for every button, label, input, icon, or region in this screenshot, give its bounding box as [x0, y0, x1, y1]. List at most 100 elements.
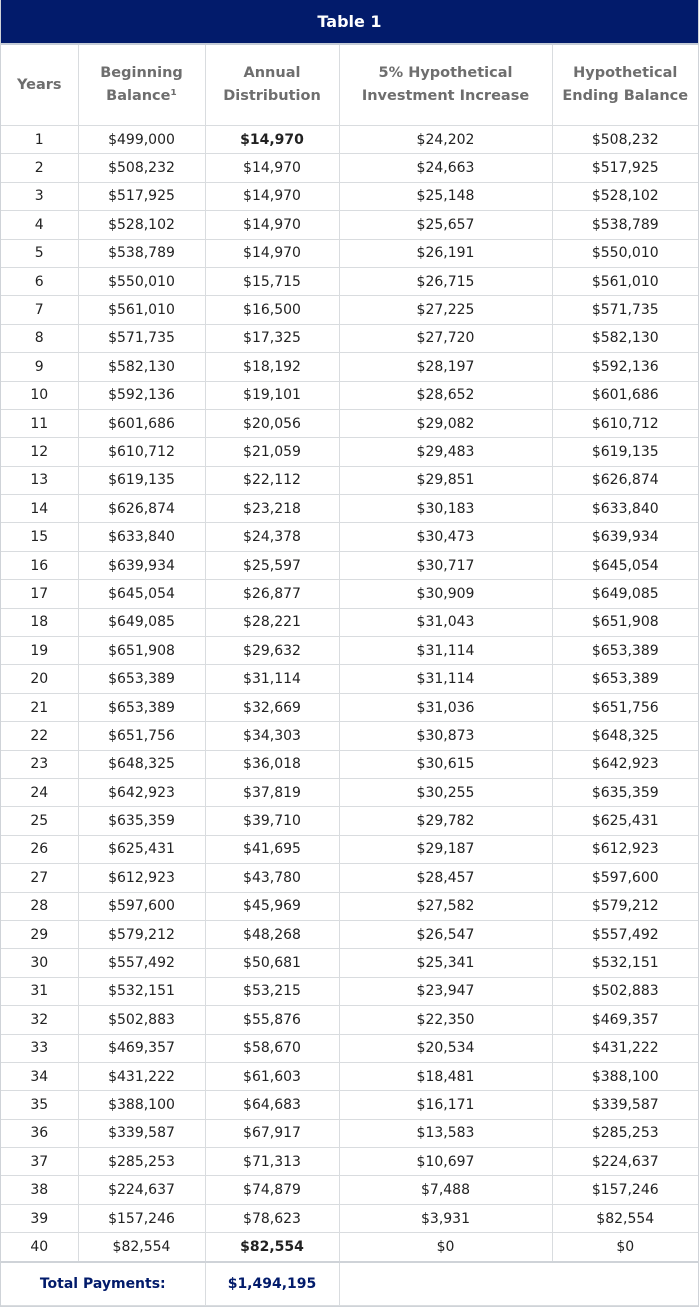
- table-row: 8 $571,735 $17,325 $27,720 $582,130: [1, 323, 698, 354]
- cell-beginning-balance: $561,010: [77, 295, 206, 325]
- cell-investment-increase: $30,255: [338, 777, 553, 808]
- cell-year: 16: [1, 550, 79, 581]
- cell-annual-distribution: $23,218: [204, 494, 340, 524]
- table-row: 31 $532,151 $53,215 $23,947 $502,883: [1, 976, 698, 1007]
- cell-beginning-balance: $157,246: [77, 1203, 206, 1234]
- cell-ending-balance: $528,102: [551, 181, 698, 212]
- cell-annual-distribution: $14,970: [204, 153, 340, 183]
- table-row: 34 $431,222 $61,603 $18,481 $388,100: [1, 1061, 698, 1092]
- cell-year: 33: [1, 1033, 79, 1063]
- cell-beginning-balance: $633,840: [77, 522, 206, 552]
- cell-annual-distribution: $34,303: [204, 721, 340, 751]
- cell-ending-balance: $431,222: [551, 1033, 698, 1063]
- cell-investment-increase: $3,931: [338, 1203, 553, 1234]
- cell-ending-balance: $517,925: [551, 153, 698, 183]
- table-row: 11 $601,686 $20,056 $29,082 $610,712: [1, 408, 698, 439]
- table-row: 28 $597,600 $45,969 $27,582 $579,212: [1, 891, 698, 921]
- cell-annual-distribution: $58,670: [204, 1033, 340, 1063]
- table-row: 26 $625,431 $41,695 $29,187 $612,923: [1, 834, 698, 865]
- cell-investment-increase: $27,582: [338, 891, 553, 921]
- cell-investment-increase: $26,547: [338, 919, 553, 950]
- cell-year: 15: [1, 522, 79, 552]
- cell-year: 2: [1, 153, 79, 183]
- cell-beginning-balance: $502,883: [77, 1005, 206, 1035]
- cell-beginning-balance: $517,925: [77, 181, 206, 212]
- cell-annual-distribution: $43,780: [204, 863, 340, 893]
- cell-investment-increase: $13,583: [338, 1118, 553, 1149]
- table-row: 13 $619,135 $22,112 $29,851 $626,874: [1, 465, 698, 496]
- cell-year: 22: [1, 721, 79, 751]
- cell-investment-increase: $25,148: [338, 181, 553, 212]
- cell-ending-balance: $648,325: [551, 721, 698, 751]
- cell-beginning-balance: $612,923: [77, 863, 206, 893]
- cell-ending-balance: $285,253: [551, 1118, 698, 1149]
- cell-investment-increase: $29,851: [338, 465, 553, 496]
- table-row: 32 $502,883 $55,876 $22,350 $469,357: [1, 1005, 698, 1035]
- cell-beginning-balance: $508,232: [77, 153, 206, 183]
- cell-beginning-balance: $388,100: [77, 1090, 206, 1120]
- cell-year: 24: [1, 777, 79, 808]
- cell-annual-distribution: $78,623: [204, 1203, 340, 1234]
- cell-annual-distribution: $16,500: [204, 295, 340, 325]
- cell-beginning-balance: $653,389: [77, 692, 206, 723]
- cell-beginning-balance: $82,554: [77, 1232, 206, 1263]
- cell-ending-balance: $538,789: [551, 210, 698, 240]
- table-row: 7 $561,010 $16,500 $27,225 $571,735: [1, 295, 698, 325]
- cell-ending-balance: $642,923: [551, 749, 698, 779]
- cell-investment-increase: $26,715: [338, 266, 553, 297]
- cell-ending-balance: $532,151: [551, 948, 698, 978]
- cell-ending-balance: $502,883: [551, 976, 698, 1007]
- cell-year: 38: [1, 1175, 79, 1205]
- cell-ending-balance: $610,712: [551, 408, 698, 439]
- cell-beginning-balance: $625,431: [77, 834, 206, 865]
- table-row: 21 $653,389 $32,669 $31,036 $651,756: [1, 692, 698, 723]
- cell-annual-distribution: $37,819: [204, 777, 340, 808]
- cell-ending-balance: $612,923: [551, 834, 698, 865]
- cell-beginning-balance: $224,637: [77, 1175, 206, 1205]
- cell-year: 32: [1, 1005, 79, 1035]
- cell-year: 23: [1, 749, 79, 779]
- cell-investment-increase: $30,473: [338, 522, 553, 552]
- cell-year: 5: [1, 238, 79, 268]
- table-row: 24 $642,923 $37,819 $30,255 $635,359: [1, 777, 698, 808]
- table-row: 10 $592,136 $19,101 $28,652 $601,686: [1, 380, 698, 410]
- total-row: Total Payments: $1,494,195: [1, 1260, 698, 1306]
- cell-beginning-balance: $601,686: [77, 408, 206, 439]
- cell-ending-balance: $653,389: [551, 664, 698, 694]
- cell-investment-increase: $28,457: [338, 863, 553, 893]
- cell-investment-increase: $30,909: [338, 579, 553, 609]
- cell-investment-increase: $16,171: [338, 1090, 553, 1120]
- cell-ending-balance: $508,232: [551, 124, 698, 155]
- cell-investment-increase: $31,043: [338, 607, 553, 638]
- cell-ending-balance: $597,600: [551, 863, 698, 893]
- cell-ending-balance: $582,130: [551, 323, 698, 354]
- cell-annual-distribution: $64,683: [204, 1090, 340, 1120]
- cell-annual-distribution: $19,101: [204, 380, 340, 410]
- cell-annual-distribution: $22,112: [204, 465, 340, 496]
- cell-investment-increase: $27,720: [338, 323, 553, 354]
- cell-ending-balance: $649,085: [551, 579, 698, 609]
- cell-annual-distribution: $61,603: [204, 1061, 340, 1092]
- table-row: 35 $388,100 $64,683 $16,171 $339,587: [1, 1090, 698, 1120]
- cell-beginning-balance: $642,923: [77, 777, 206, 808]
- cell-investment-increase: $28,652: [338, 380, 553, 410]
- cell-year: 10: [1, 380, 79, 410]
- cell-year: 8: [1, 323, 79, 354]
- cell-beginning-balance: $557,492: [77, 948, 206, 978]
- cell-beginning-balance: $532,151: [77, 976, 206, 1007]
- cell-beginning-balance: $626,874: [77, 494, 206, 524]
- cell-beginning-balance: $538,789: [77, 238, 206, 268]
- cell-beginning-balance: $499,000: [77, 124, 206, 155]
- table-row: 9 $582,130 $18,192 $28,197 $592,136: [1, 352, 698, 382]
- cell-year: 21: [1, 692, 79, 723]
- cell-ending-balance: $592,136: [551, 352, 698, 382]
- cell-ending-balance: $619,135: [551, 437, 698, 467]
- cell-beginning-balance: $597,600: [77, 891, 206, 921]
- cell-investment-increase: $29,782: [338, 806, 553, 836]
- cell-investment-increase: $31,114: [338, 636, 553, 666]
- cell-investment-increase: $22,350: [338, 1005, 553, 1035]
- cell-annual-distribution: $45,969: [204, 891, 340, 921]
- table-row: 12 $610,712 $21,059 $29,483 $619,135: [1, 437, 698, 467]
- cell-annual-distribution: $28,221: [204, 607, 340, 638]
- cell-investment-increase: $30,717: [338, 550, 553, 581]
